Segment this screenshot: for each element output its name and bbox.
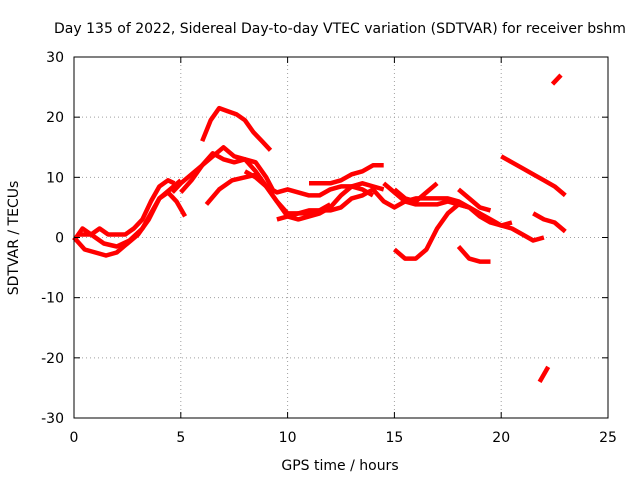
y-tick-label: -30	[41, 411, 64, 427]
x-tick-label: 15	[385, 430, 403, 446]
series-group	[72, 73, 567, 384]
y-tick-label: 30	[46, 50, 64, 66]
series-arc-13	[392, 202, 545, 261]
series-arc-19	[537, 365, 551, 384]
x-tick-label: 10	[279, 430, 297, 446]
series-arc-10	[276, 187, 481, 222]
series-arc-9	[309, 163, 384, 186]
series-arc-16	[500, 154, 567, 198]
y-axis: -30 -20 -10 0 10 20 30	[41, 50, 608, 427]
y-tick-label: 0	[55, 231, 64, 247]
y-axis-title: SDTVAR / TECUs	[6, 181, 22, 296]
series-arc-1	[72, 178, 176, 242]
series-arc-17	[532, 211, 567, 234]
series-arc-12	[392, 181, 439, 204]
y-tick-label: -20	[41, 351, 64, 367]
x-tick-label: 5	[176, 430, 185, 446]
grid	[74, 57, 608, 418]
series-arc-5	[200, 105, 273, 152]
series-arc-4	[170, 145, 275, 194]
y-tick-label: 10	[46, 170, 64, 186]
x-tick-label: 0	[70, 430, 79, 446]
series-arc-3	[78, 190, 188, 249]
series-arc-18	[550, 73, 563, 86]
chart-title: Day 135 of 2022, Sidereal Day-to-day VTE…	[54, 21, 626, 37]
x-axis-title: GPS time / hours	[281, 458, 398, 474]
series-arc-15	[456, 245, 491, 264]
series-arc-8	[243, 169, 375, 198]
series-arc-11	[382, 181, 513, 228]
y-tick-label: 20	[46, 110, 64, 126]
series-arc-2	[72, 178, 183, 258]
x-axis: 0 5 10 15 20 25	[70, 57, 617, 446]
y-tick-label: -10	[41, 291, 64, 307]
x-tick-label: 25	[599, 430, 617, 446]
x-tick-label: 20	[492, 430, 510, 446]
series-arc-14	[457, 187, 492, 213]
